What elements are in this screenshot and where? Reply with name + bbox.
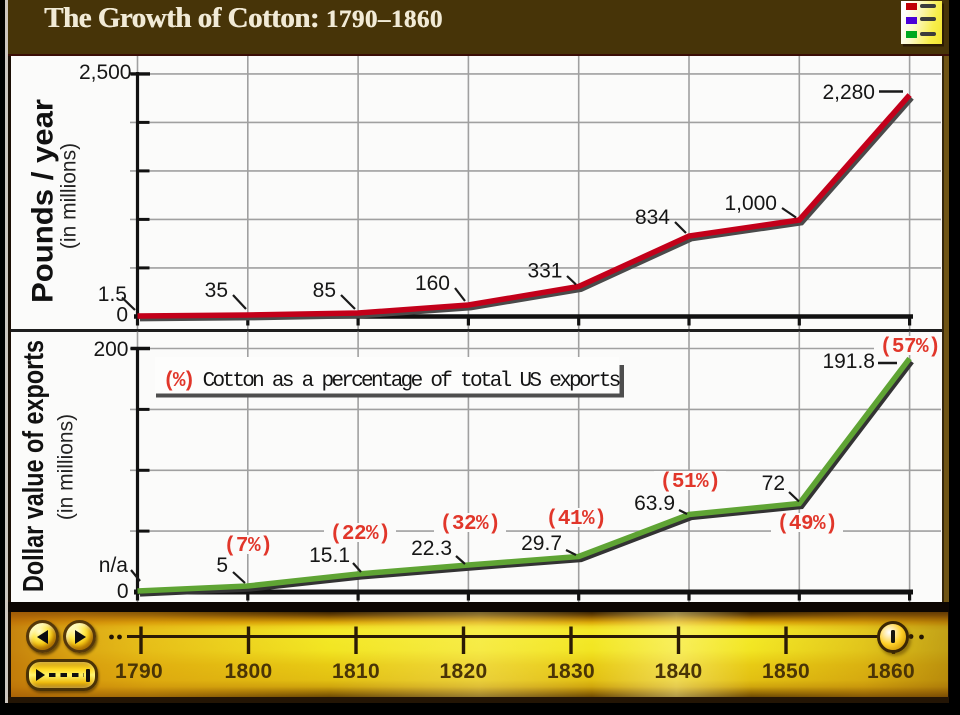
svg-text:(49%): (49%) — [777, 513, 838, 536]
svg-text:(in millions): (in millions) — [55, 414, 78, 520]
svg-text:Pounds / year: Pounds / year — [27, 99, 60, 303]
svg-text:1830: 1830 — [547, 660, 595, 683]
svg-text:160: 160 — [415, 272, 450, 295]
svg-text:(in millions): (in millions) — [58, 143, 81, 249]
svg-text:(57%): (57%) — [880, 336, 941, 359]
svg-text:29.7: 29.7 — [521, 532, 562, 555]
svg-text:(%) Cotton as a percentage of: (%) Cotton as a percentage of total US e… — [163, 370, 620, 393]
svg-text:(7%): (7%) — [224, 535, 272, 558]
svg-text:22.3: 22.3 — [411, 537, 452, 560]
svg-text:35: 35 — [205, 279, 228, 302]
svg-text:331: 331 — [527, 260, 562, 283]
svg-text:1820: 1820 — [440, 660, 488, 683]
svg-text:72: 72 — [762, 472, 785, 495]
svg-text:834: 834 — [635, 206, 670, 229]
svg-text:(22%): (22%) — [330, 523, 391, 546]
svg-text:63.9: 63.9 — [634, 492, 675, 515]
svg-text:1790: 1790 — [115, 660, 163, 683]
svg-text:200: 200 — [93, 338, 128, 361]
svg-text:2,500: 2,500 — [79, 61, 132, 84]
svg-text:1800: 1800 — [225, 660, 273, 683]
svg-text:5: 5 — [216, 554, 228, 577]
svg-text:1840: 1840 — [655, 660, 703, 683]
svg-text:1,000: 1,000 — [724, 192, 777, 215]
svg-text:191.8: 191.8 — [822, 350, 875, 373]
svg-text:(32%): (32%) — [440, 513, 501, 536]
svg-text:0: 0 — [117, 580, 129, 603]
svg-text:15.1: 15.1 — [309, 544, 350, 567]
svg-text:1.5: 1.5 — [98, 283, 127, 306]
svg-text:(41%): (41%) — [546, 508, 607, 531]
svg-text:1860: 1860 — [867, 660, 915, 683]
svg-text:0: 0 — [116, 304, 128, 327]
svg-text:n/a: n/a — [99, 554, 129, 577]
svg-text:(51%): (51%) — [660, 471, 721, 494]
svg-text:2,280: 2,280 — [822, 81, 875, 104]
svg-text:1850: 1850 — [762, 660, 810, 683]
svg-text:85: 85 — [313, 279, 336, 302]
svg-text:1810: 1810 — [332, 660, 380, 683]
svg-text:Dollar value of exports: Dollar value of exports — [18, 340, 50, 592]
